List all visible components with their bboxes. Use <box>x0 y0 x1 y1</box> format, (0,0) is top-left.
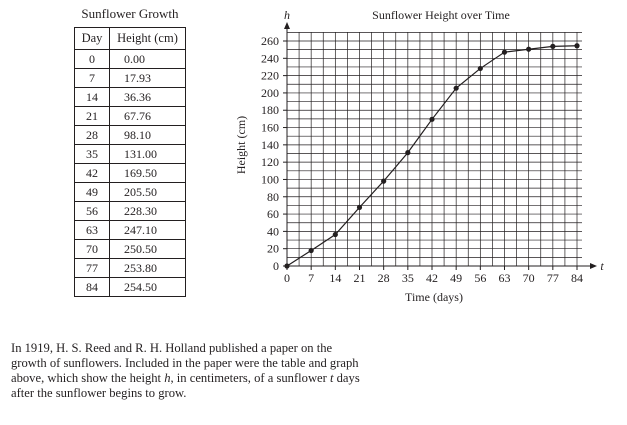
x-tick-label: 35 <box>402 271 414 285</box>
y-tick-label: 220 <box>261 69 279 83</box>
x-tick-label: 28 <box>378 271 390 285</box>
y-tick-label: 20 <box>267 242 279 256</box>
data-point <box>284 263 290 269</box>
x-tick-label: 42 <box>426 271 438 285</box>
y-tick-label: 40 <box>267 224 279 238</box>
x-tick-label: 84 <box>571 271 583 285</box>
table-row: 84 254.50 <box>74 277 186 297</box>
data-point <box>477 65 483 72</box>
paragraph-line-4: after the sunflower begins to grow. <box>11 386 187 400</box>
y-tick-label: 100 <box>261 172 279 186</box>
data-point <box>332 231 338 238</box>
variable-h: h <box>164 371 171 385</box>
data-point <box>526 46 532 52</box>
y-tick-label: 140 <box>261 138 279 152</box>
x-tick-label: 0 <box>284 271 290 285</box>
problem-paragraph: In 1919, H. S. Reed and R. H. Holland pu… <box>11 341 421 401</box>
table-row: 28 98.10 <box>74 125 186 145</box>
table-header-row: Day Height (cm) <box>74 27 186 50</box>
x-axis-label: Time (days) <box>405 290 463 304</box>
y-tick-label: 200 <box>261 86 279 100</box>
data-point <box>308 247 314 254</box>
day-cell: 14 <box>74 87 110 107</box>
y-tick-label: 60 <box>267 207 279 221</box>
data-point <box>550 43 556 49</box>
table-body: 0 0.00 7 17.93 14 36.36 21 67.76 28 98.10 35 131.00… <box>74 49 186 297</box>
column-header-height: Height (cm) <box>109 27 186 50</box>
paragraph-line-1: In 1919, H. S. Reed and R. H. Holland pu… <box>11 341 333 355</box>
paragraph-text: above, which show the height <box>11 371 165 385</box>
table-row: 42 169.50 <box>74 163 186 183</box>
day-cell: 35 <box>74 144 110 164</box>
paragraph-text: , in centimeters, of a sunflower <box>170 371 330 385</box>
data-point <box>405 150 411 156</box>
table-row: 21 67.76 <box>74 106 186 126</box>
chart-title: Sunflower Height over Time <box>372 8 510 22</box>
data-point <box>501 49 508 55</box>
y-tick-label: 80 <box>267 190 279 204</box>
data-point <box>453 85 459 91</box>
data-point <box>574 43 580 49</box>
day-cell: 84 <box>74 277 110 297</box>
y-tick-label: 260 <box>261 34 279 48</box>
variable-t: t <box>329 371 334 385</box>
y-axis-label: Height (cm) <box>234 116 248 174</box>
x-tick-label: 14 <box>329 271 341 285</box>
height-cell: 67.76 <box>109 106 186 126</box>
paragraph-text: days <box>333 371 360 385</box>
table-row: 0 0.00 <box>74 49 186 69</box>
x-tick-label: 56 <box>474 271 486 285</box>
x-axis-arrow <box>590 263 597 269</box>
y-tick-label: 240 <box>261 51 279 65</box>
x-tick-label: 70 <box>523 271 535 285</box>
table-row: 56 228.30 <box>74 201 186 221</box>
table-title: Sunflower Growth <box>81 6 179 21</box>
y-tick-label: 160 <box>261 121 279 135</box>
data-point <box>381 178 387 184</box>
data-point <box>429 116 435 122</box>
paragraph-line-2: growth of sunflowers. Included in the pa… <box>11 356 359 370</box>
height-cell: 253.80 <box>109 258 186 278</box>
x-tick-label: 49 <box>450 271 462 285</box>
y-axis-arrow <box>284 22 290 29</box>
height-cell: 0.00 <box>109 49 186 69</box>
x-tick-label: 77 <box>547 271 559 285</box>
height-cell: 98.10 <box>109 125 186 145</box>
y-axis-letter: h <box>284 8 290 22</box>
table-row: 70 250.50 <box>74 239 186 259</box>
x-tick-label: 21 <box>354 271 366 285</box>
sunflower-growth-table: Day Height (cm) 0 0.00 7 17.93 14 36.36 21 67.7… <box>74 27 186 297</box>
x-tick-label: 63 <box>499 271 511 285</box>
data-point <box>356 204 363 210</box>
height-cell: 169.50 <box>109 163 186 183</box>
height-cell: 254.50 <box>109 277 186 297</box>
table-row: 77 253.80 <box>74 258 186 278</box>
paragraph-line-3: above, which show the height h, in centi… <box>11 371 421 386</box>
x-tick-label: 7 <box>308 271 314 285</box>
x-axis-letter: t <box>600 259 604 273</box>
y-tick-label: 120 <box>261 155 279 169</box>
height-cell: 228.30 <box>109 201 186 221</box>
y-tick-label: 0 <box>273 259 279 273</box>
y-tick-label: 180 <box>261 103 279 117</box>
